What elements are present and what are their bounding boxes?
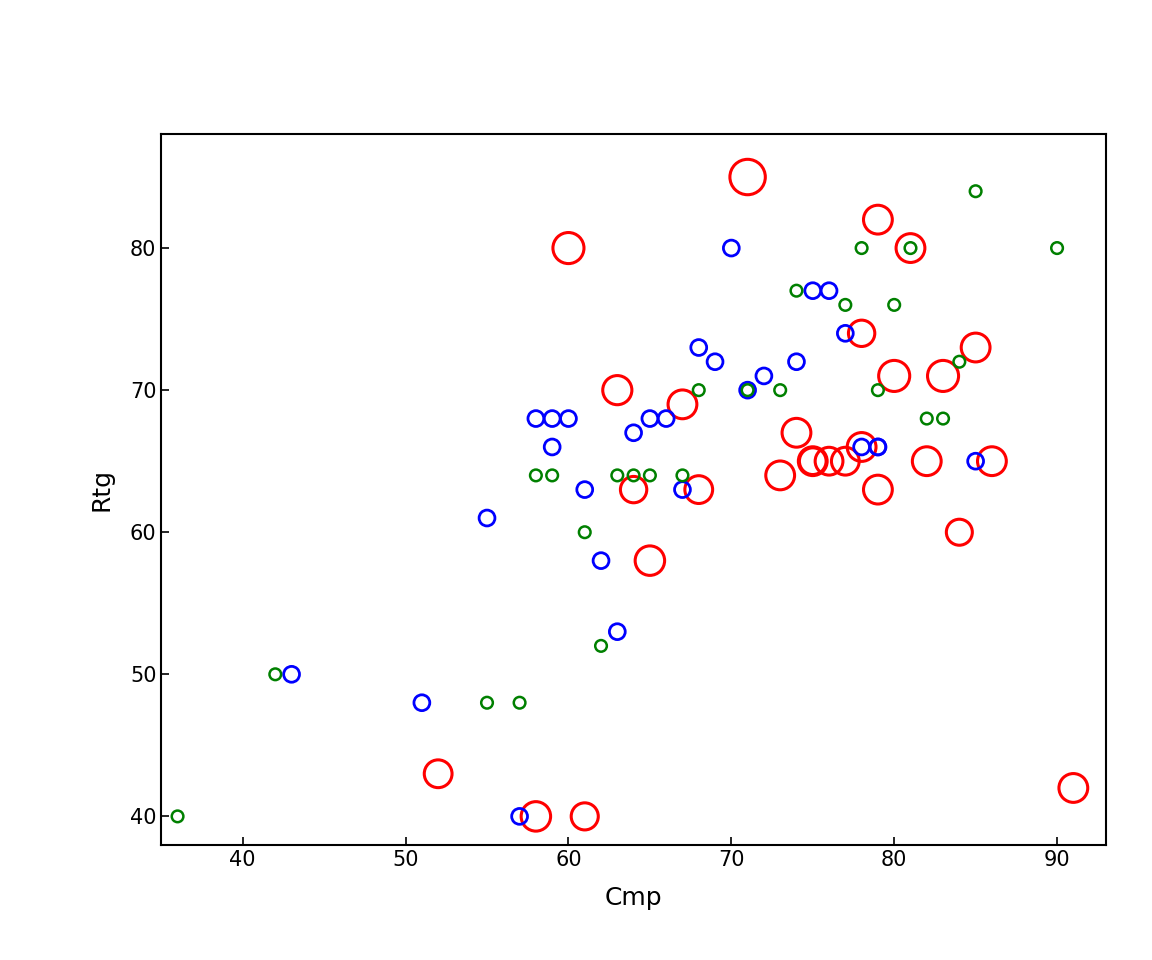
Point	[967, 183, 985, 199]
Point	[576, 524, 594, 540]
Point	[1048, 240, 1067, 255]
Point	[820, 453, 839, 468]
Point	[673, 482, 691, 497]
Point	[755, 369, 773, 384]
Point	[706, 354, 725, 370]
Point	[526, 468, 545, 483]
Point	[836, 453, 855, 468]
Point	[869, 482, 887, 497]
Point	[429, 766, 447, 781]
Point	[559, 240, 577, 255]
Point	[608, 468, 627, 483]
Point	[543, 440, 561, 455]
Point	[608, 382, 627, 397]
Point	[641, 553, 659, 568]
Point	[543, 468, 561, 483]
Point	[592, 553, 611, 568]
Point	[510, 695, 529, 710]
Point	[738, 382, 757, 397]
Point	[950, 524, 969, 540]
Point	[869, 382, 887, 397]
Point	[787, 425, 805, 441]
Point	[983, 453, 1001, 468]
Y-axis label: Rtg: Rtg	[89, 468, 113, 511]
Point	[526, 808, 545, 824]
Point	[950, 354, 969, 370]
Point	[804, 453, 823, 468]
Point	[722, 240, 741, 255]
Point	[624, 468, 643, 483]
Point	[901, 240, 919, 255]
Point	[869, 440, 887, 455]
Point	[771, 468, 789, 483]
Point	[526, 411, 545, 426]
Point	[820, 283, 839, 299]
Point	[641, 411, 659, 426]
Point	[657, 411, 675, 426]
Point	[282, 666, 301, 682]
Point	[168, 808, 187, 824]
Point	[836, 298, 855, 313]
Point	[559, 411, 577, 426]
Point	[738, 382, 757, 397]
Point	[852, 240, 871, 255]
Point	[510, 808, 529, 824]
Point	[690, 340, 708, 355]
Point	[738, 169, 757, 184]
Point	[901, 240, 919, 255]
Point	[543, 411, 561, 426]
Point	[1064, 780, 1083, 796]
Point	[641, 468, 659, 483]
Point	[869, 212, 887, 228]
Point	[869, 440, 887, 455]
Point	[266, 666, 285, 682]
Point	[624, 425, 643, 441]
Point	[885, 298, 903, 313]
Point	[787, 354, 805, 370]
Point	[967, 340, 985, 355]
Point	[917, 411, 935, 426]
Point	[624, 482, 643, 497]
Point	[673, 396, 691, 412]
X-axis label: Cmp: Cmp	[605, 886, 662, 910]
Point	[804, 283, 823, 299]
Point	[836, 325, 855, 341]
Point	[412, 695, 431, 710]
Point	[852, 440, 871, 455]
Point	[967, 453, 985, 468]
Point	[576, 482, 594, 497]
Point	[690, 382, 708, 397]
Point	[917, 453, 935, 468]
Point	[608, 624, 627, 639]
Point	[576, 808, 594, 824]
Point	[852, 440, 871, 455]
Point	[690, 482, 708, 497]
Point	[771, 382, 789, 397]
Point	[673, 468, 691, 483]
Point	[478, 511, 497, 526]
Point	[804, 453, 823, 468]
Point	[478, 695, 497, 710]
Point	[934, 369, 953, 384]
Point	[852, 325, 871, 341]
Point	[934, 411, 953, 426]
Point	[592, 638, 611, 654]
Point	[787, 283, 805, 299]
Point	[885, 369, 903, 384]
